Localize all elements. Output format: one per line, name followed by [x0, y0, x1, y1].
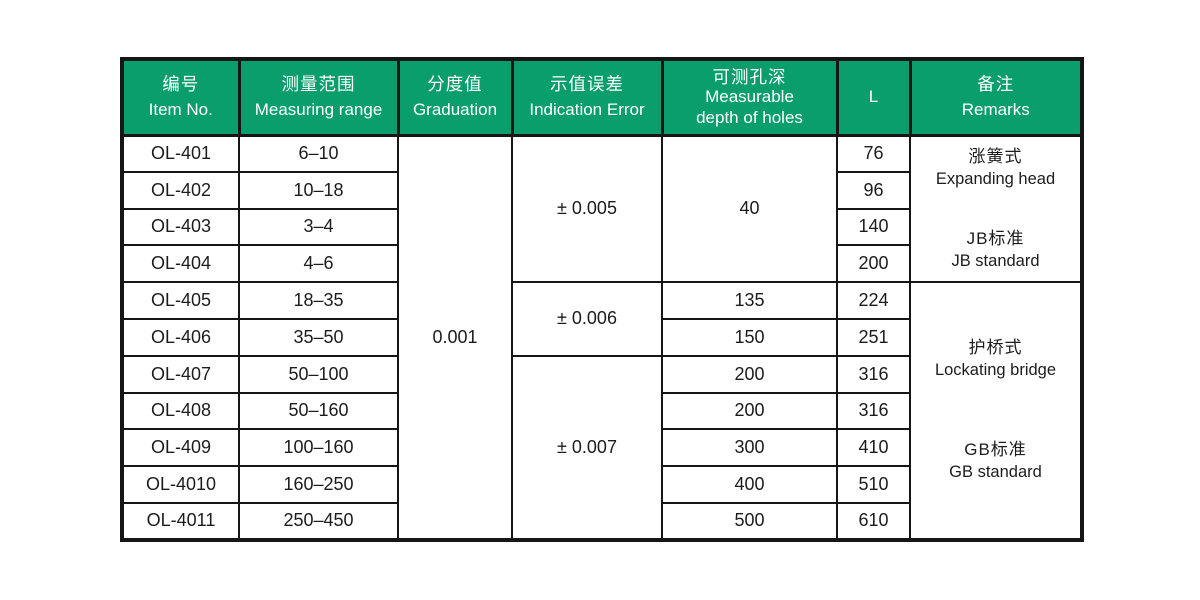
cell-depth: 400: [661, 465, 838, 504]
cell-item-no: OL-4010: [121, 465, 240, 504]
header-item-no-zh: 编号: [162, 74, 200, 95]
cell-item-no: OL-4011: [121, 501, 240, 541]
header-error-en: Indication Error: [529, 100, 645, 120]
cell-measuring-range: 50–160: [238, 391, 399, 431]
remark-type-zh: 涨簧式: [968, 146, 1023, 166]
remark-standard-zh: JB标准: [966, 228, 1025, 248]
header-depth-zh: 可测孔深: [712, 66, 787, 87]
header-remarks-zh: 备注: [977, 74, 1015, 95]
cell-item-no: OL-403: [121, 207, 240, 247]
remark-type-zh: 护桥式: [968, 338, 1023, 358]
cell-depth: 300: [661, 428, 838, 468]
col-header-indication-error: 示值误差 Indication Error: [510, 57, 664, 137]
cell-depth: 40: [661, 133, 838, 284]
cell-remarks: 护桥式 Lockating bridge GB标准 GB standard: [909, 281, 1083, 541]
cell-indication-error: ± 0.006: [511, 281, 663, 357]
table-row: OL-4011 250–450 500 610: [121, 501, 1082, 541]
header-depth-en2: depth of holes: [696, 107, 803, 127]
cell-l: 251: [836, 317, 911, 357]
col-header-graduation: 分度值 Graduation: [396, 57, 514, 137]
table-row: OL-407 50–100 ± 0.007 200 316: [121, 354, 1082, 541]
cell-measuring-range: 50–100: [238, 354, 399, 394]
cell-graduation: 0.001: [397, 134, 513, 541]
header-row: 编号 Item No. 测量范围 Measuring range 分度值 Gra…: [120, 57, 1084, 137]
table-row: OL-404 4–6 200: [121, 244, 1082, 284]
col-header-remarks: 备注 Remarks: [908, 57, 1084, 137]
header-graduation-en: Graduation: [412, 100, 498, 120]
cell-measuring-range: 160–250: [238, 465, 399, 504]
cell-measuring-range: 100–160: [238, 428, 399, 468]
cell-measuring-range: 10–18: [238, 170, 399, 210]
remarks-gap: [912, 191, 1080, 227]
remark-type-en: Lockating bridge: [934, 361, 1057, 380]
spec-table: 编号 Item No. 测量范围 Measuring range 分度值 Gra…: [120, 57, 1084, 542]
cell-l: 316: [836, 391, 911, 431]
header-range-zh: 测量范围: [281, 74, 356, 95]
remark-type-en: Expanding head: [935, 169, 1056, 188]
cell-item-no: OL-402: [121, 170, 240, 210]
table-row: OL-409 100–160 300 410: [121, 428, 1082, 468]
header-l-label: L: [868, 87, 879, 107]
header-depth-en1: Measurable: [705, 87, 794, 106]
cell-measuring-range: 35–50: [238, 317, 399, 357]
remarks-gap: [912, 382, 1080, 438]
col-header-depth: 可测孔深 Measurable depth of holes: [660, 57, 839, 137]
cell-measuring-range: 6–10: [238, 134, 399, 173]
cell-l: 316: [836, 354, 911, 394]
table-row: OL-405 18–35 ± 0.006 135 224 护桥式 Lockati…: [121, 281, 1083, 541]
header-item-no-en: Item No.: [148, 100, 213, 120]
cell-item-no: OL-406: [121, 317, 240, 357]
table-row: OL-402 10–18 96: [121, 170, 1082, 210]
table-row: OL-408 50–160 200 316: [121, 391, 1082, 431]
cell-indication-error: ± 0.005: [511, 133, 663, 284]
col-header-item-no: 编号 Item No.: [120, 57, 241, 137]
cell-item-no: OL-405: [121, 281, 240, 320]
cell-l: 76: [836, 134, 911, 173]
table-row: OL-4010 160–250 400 510: [121, 465, 1082, 504]
cell-measuring-range: 18–35: [238, 281, 399, 320]
remark-standard-en: JB standard: [951, 251, 1040, 270]
table-row: OL-403 3–4 140: [121, 207, 1082, 247]
cell-item-no: OL-408: [121, 391, 240, 431]
cell-depth: 200: [661, 354, 838, 394]
cell-item-no: OL-407: [121, 354, 240, 394]
cell-l: 140: [836, 207, 911, 247]
cell-item-no: OL-404: [121, 244, 240, 284]
cell-measuring-range: 4–6: [238, 244, 399, 284]
remark-standard-zh: GB标准: [964, 440, 1027, 460]
cell-l: 510: [836, 465, 911, 504]
table-row: OL-406 35–50 150 251: [121, 317, 1082, 357]
cell-depth: 500: [661, 501, 838, 541]
cell-l: 410: [836, 428, 911, 468]
cell-depth: 150: [661, 317, 838, 357]
col-header-measuring-range: 测量范围 Measuring range: [237, 57, 400, 137]
cell-l: 200: [836, 244, 911, 284]
header-remarks-en: Remarks: [961, 100, 1030, 120]
remark-standard-en: GB standard: [949, 463, 1042, 482]
cell-item-no: OL-401: [121, 134, 240, 173]
cell-l: 96: [836, 170, 911, 210]
cell-depth: 200: [661, 391, 838, 431]
cell-item-no: OL-409: [121, 428, 240, 468]
cell-measuring-range: 3–4: [238, 207, 399, 247]
cell-depth: 135: [661, 281, 838, 320]
header-range-en: Measuring range: [254, 100, 383, 120]
cell-measuring-range: 250–450: [238, 501, 399, 541]
table-row: OL-401 6–10 0.001 ± 0.005 40 76 涨簧式 Expa…: [121, 133, 1083, 541]
header-graduation-zh: 分度值: [427, 74, 483, 95]
col-header-l: L: [835, 57, 912, 137]
cell-indication-error: ± 0.007: [511, 354, 663, 541]
header-error-zh: 示值误差: [550, 74, 624, 95]
cell-l: 610: [836, 501, 911, 541]
cell-remarks: 涨簧式 Expanding head JB标准 JB standard: [909, 133, 1083, 284]
cell-l: 224: [836, 281, 911, 320]
